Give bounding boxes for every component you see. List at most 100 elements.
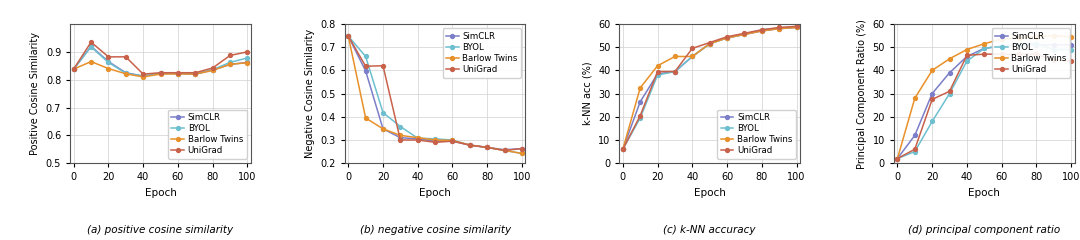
UniGrad (703, 41, 716, 44)
UniGrad (891, 157, 904, 160)
SimCLR (669, 70, 681, 73)
UniGrad (515, 147, 528, 150)
Line: SimCLR: SimCLR (895, 43, 1074, 161)
Line: BYOL: BYOL (895, 42, 1074, 161)
BYOL (1048, 48, 1061, 51)
SimCLR (791, 26, 804, 29)
SimCLR (341, 35, 354, 37)
Legend: SimCLR, BYOL, Barlow Twins, UniGrad: SimCLR, BYOL, Barlow Twins, UniGrad (167, 109, 246, 159)
Line: BYOL: BYOL (347, 34, 524, 156)
UniGrad (926, 98, 939, 101)
BYOL (341, 35, 354, 37)
SimCLR (634, 100, 647, 103)
BYOL (738, 33, 751, 36)
Barlow Twins (411, 136, 424, 139)
BYOL (206, 68, 219, 71)
Barlow Twins (463, 144, 476, 147)
Barlow Twins (119, 72, 132, 75)
BYOL (1065, 48, 1078, 51)
UniGrad (429, 141, 442, 144)
Line: BYOL: BYOL (71, 45, 249, 78)
Y-axis label: k-NN acc (%): k-NN acc (%) (582, 62, 593, 126)
BYOL (960, 60, 973, 63)
BYOL (617, 148, 630, 151)
UniGrad (154, 71, 167, 74)
SimCLR (119, 71, 132, 74)
SimCLR (720, 36, 733, 39)
UniGrad (224, 54, 237, 57)
SimCLR (908, 134, 921, 137)
SimCLR (102, 60, 114, 63)
Barlow Twins (755, 30, 768, 32)
SimCLR (394, 136, 407, 139)
Line: SimCLR: SimCLR (621, 25, 798, 151)
UniGrad (943, 90, 956, 93)
SimCLR (137, 75, 150, 78)
Barlow Twins (498, 149, 511, 152)
UniGrad (791, 25, 804, 28)
UniGrad (102, 55, 114, 58)
Barlow Twins (377, 127, 390, 130)
SimCLR (960, 55, 973, 58)
UniGrad (206, 66, 219, 69)
Text: (a) positive cosine similarity: (a) positive cosine similarity (87, 225, 233, 235)
UniGrad (189, 71, 202, 74)
SimCLR (1065, 43, 1078, 46)
X-axis label: Epoch: Epoch (419, 188, 451, 198)
BYOL (669, 70, 681, 73)
Barlow Twins (137, 75, 150, 78)
BYOL (137, 75, 150, 78)
Barlow Twins (394, 134, 407, 137)
SimCLR (411, 137, 424, 140)
Text: (b) negative cosine similarity: (b) negative cosine similarity (360, 225, 511, 235)
SimCLR (1048, 43, 1061, 46)
SimCLR (206, 68, 219, 71)
BYOL (377, 111, 390, 114)
Line: UniGrad: UniGrad (347, 34, 524, 152)
BYOL (224, 61, 237, 64)
BYOL (102, 61, 114, 64)
SimCLR (651, 72, 664, 75)
Legend: SimCLR, BYOL, Barlow Twins, UniGrad: SimCLR, BYOL, Barlow Twins, UniGrad (443, 28, 522, 78)
BYOL (498, 149, 511, 152)
Barlow Twins (154, 73, 167, 76)
BYOL (154, 72, 167, 75)
BYOL (891, 157, 904, 160)
SimCLR (67, 68, 80, 71)
BYOL (703, 42, 716, 45)
Barlow Twins (995, 38, 1008, 41)
BYOL (1030, 42, 1043, 45)
BYOL (119, 72, 132, 75)
Barlow Twins (67, 68, 80, 71)
UniGrad (738, 32, 751, 35)
Barlow Twins (206, 69, 219, 72)
SimCLR (995, 45, 1008, 48)
BYOL (791, 25, 804, 28)
Barlow Twins (977, 42, 990, 45)
Barlow Twins (84, 60, 97, 63)
UniGrad (498, 149, 511, 152)
SimCLR (172, 72, 185, 75)
BYOL (755, 28, 768, 31)
SimCLR (891, 157, 904, 160)
Text: (c) k-NN accuracy: (c) k-NN accuracy (663, 225, 756, 235)
BYOL (720, 36, 733, 39)
SimCLR (429, 140, 442, 143)
BYOL (908, 150, 921, 153)
Barlow Twins (429, 138, 442, 141)
Line: UniGrad: UniGrad (895, 52, 1074, 161)
SimCLR (463, 144, 476, 147)
Line: Barlow Twins: Barlow Twins (347, 34, 524, 156)
BYOL (926, 120, 939, 123)
Barlow Twins (926, 69, 939, 72)
Barlow Twins (720, 36, 733, 39)
SimCLR (943, 71, 956, 74)
UniGrad (960, 54, 973, 57)
Barlow Twins (960, 48, 973, 51)
UniGrad (634, 114, 647, 117)
SimCLR (977, 47, 990, 50)
Barlow Twins (908, 97, 921, 100)
Y-axis label: Positive Cosine Similarity: Positive Cosine Similarity (30, 32, 40, 155)
UniGrad (463, 144, 476, 147)
Barlow Twins (617, 148, 630, 151)
